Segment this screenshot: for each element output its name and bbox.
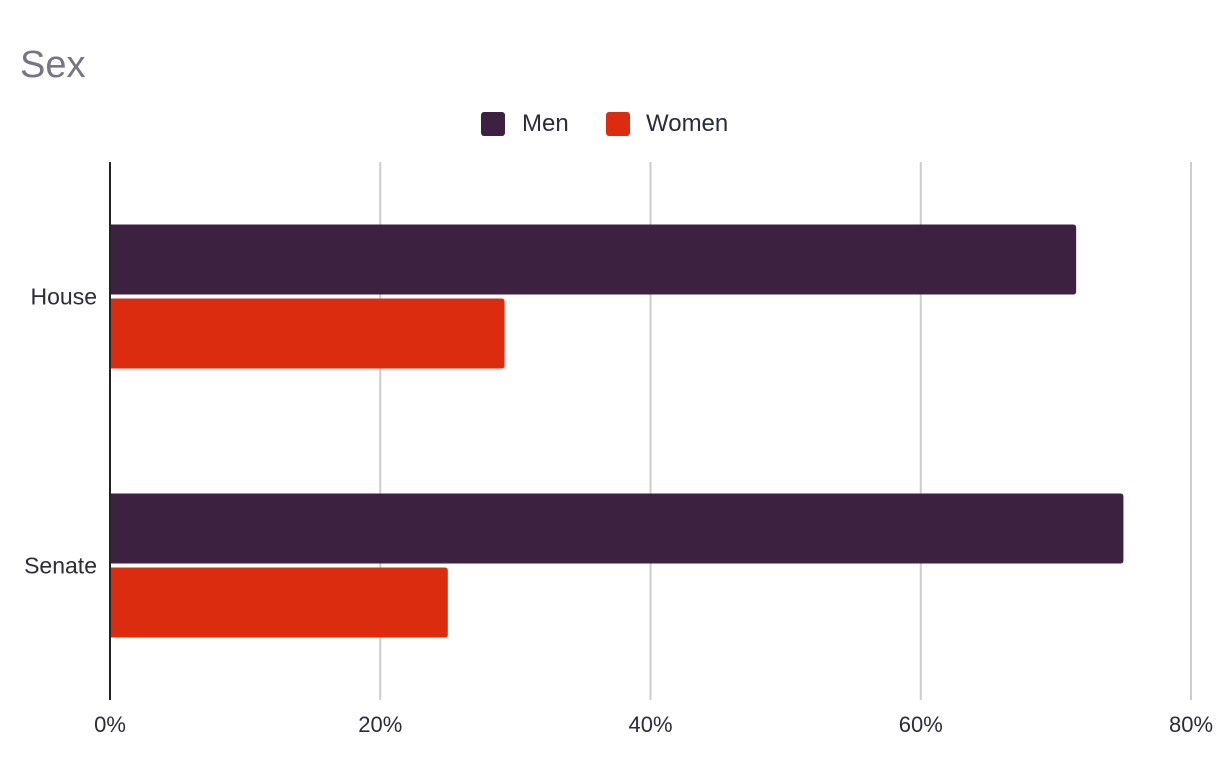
category-label-senate: Senate [24,553,97,579]
chart-title: Sex [20,44,85,86]
bar-house-women [110,298,505,369]
bar-senate-women [110,567,448,638]
legend-swatch-men [481,112,505,136]
x-tick-label: 60% [899,712,943,737]
x-tick-label: 0% [94,712,126,737]
legend-label-women: Women [646,110,728,137]
legend: Men Women [481,110,728,137]
legend-label-men: Men [522,110,569,137]
x-tick-label: 80% [1169,712,1213,737]
category-label-house: House [31,284,97,310]
x-tick-labels: 0% 20% 40% 60% 80% [94,712,1213,737]
category-labels: House Senate [24,284,97,579]
legend-swatch-women [606,112,630,136]
bar-house-men [110,224,1077,295]
bar-senate-men [110,493,1124,564]
bars [110,224,1124,638]
x-tick-label: 40% [628,712,672,737]
x-tick-label: 20% [358,712,402,737]
